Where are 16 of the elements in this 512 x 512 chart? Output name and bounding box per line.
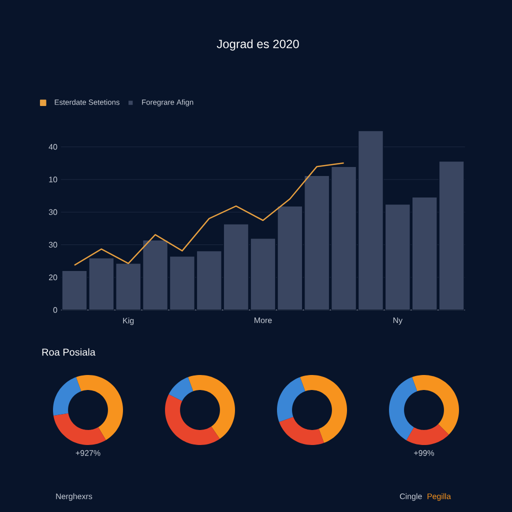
text: 30 xyxy=(48,242,58,248)
text: 10 xyxy=(49,176,58,182)
text: Pegilla xyxy=(428,493,451,501)
text: 30 xyxy=(48,209,58,215)
text: +927% xyxy=(76,450,100,456)
text: 40 xyxy=(48,144,58,150)
text: Cingle xyxy=(400,493,422,501)
text: +99% xyxy=(414,450,434,456)
text: 0 xyxy=(53,307,58,313)
x-tick-label: Kig xyxy=(123,318,134,325)
text: 20 xyxy=(48,274,58,280)
chart-title: Jograd es 2020 xyxy=(216,39,299,51)
chart-title: Roa Posiala xyxy=(42,348,96,356)
x-tick-label: More xyxy=(254,318,272,324)
x-tick-label: Ny xyxy=(393,318,403,325)
text: Nerghexrs xyxy=(56,493,92,501)
